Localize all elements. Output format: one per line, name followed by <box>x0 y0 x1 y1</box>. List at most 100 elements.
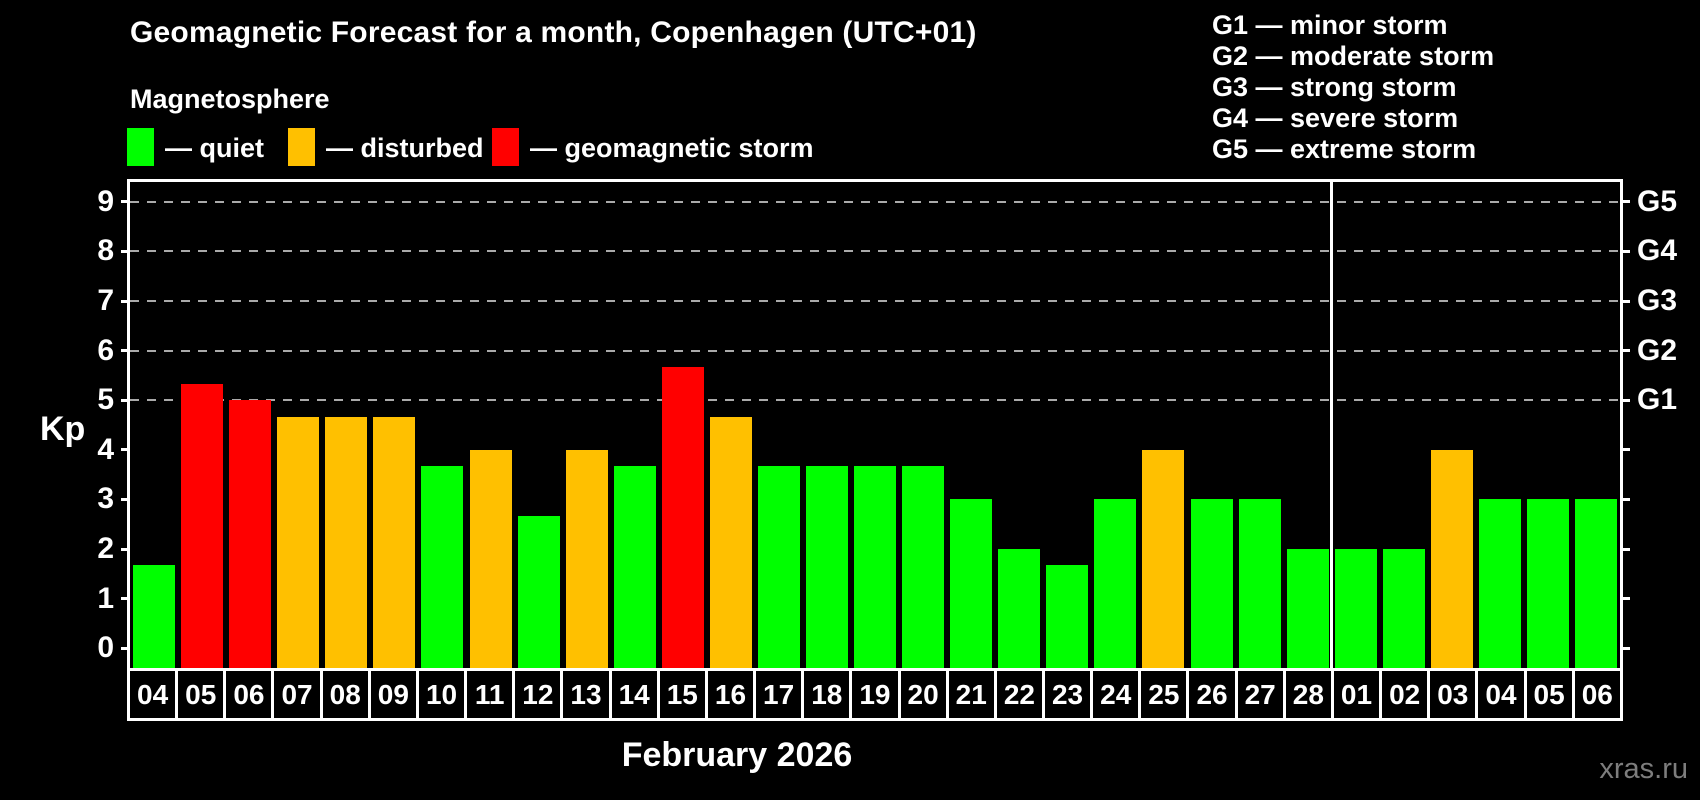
y-tick-label: 3 <box>97 482 114 516</box>
date-cell: 28 <box>1282 671 1331 718</box>
kp-bar <box>277 416 320 668</box>
y-tick-label: 8 <box>97 234 114 268</box>
y-tick-label: 7 <box>97 284 114 317</box>
kp-bar <box>1575 499 1617 668</box>
kp-bar <box>805 466 848 668</box>
kp-bar <box>1430 449 1473 668</box>
kp-bar <box>709 416 752 668</box>
axis-tick-left <box>121 597 130 601</box>
kp-bar <box>1142 449 1185 668</box>
kp-bar <box>1046 565 1089 668</box>
axis-tick-right <box>1620 398 1630 402</box>
kp-bar <box>1526 499 1569 668</box>
watermark: xras.ru <box>1599 753 1688 785</box>
date-cell: 13 <box>560 671 608 718</box>
grid-line <box>130 300 1620 302</box>
axis-tick-right <box>1620 547 1630 551</box>
kp-bar <box>181 383 224 668</box>
kp-bar <box>517 515 560 668</box>
g-legend-line-g2: G2 — moderate storm <box>1212 41 1495 71</box>
axis-tick-left <box>121 448 130 452</box>
kp-bar <box>133 565 175 668</box>
date-cell: 06 <box>1571 671 1620 718</box>
kp-bar <box>1382 549 1425 668</box>
g-scale-legend: G1 — minor storm G2 — moderate storm G3 … <box>1212 10 1494 165</box>
g-legend-line-g5: G5 — extreme storm <box>1212 134 1477 164</box>
kp-bar <box>421 466 464 668</box>
date-cell: 21 <box>945 671 994 718</box>
date-cell: 05 <box>175 671 223 718</box>
chart-subtitle: Magnetosphere <box>130 84 330 114</box>
date-cell: 02 <box>1379 671 1427 718</box>
axis-tick-right <box>1620 448 1630 452</box>
date-axis-strip: 04 05 06 07 08 09 10 11 12 13 14 15 16 17 18 19 20 21 22 23… <box>127 668 1623 721</box>
y-tick-label: 0 <box>97 631 114 665</box>
legend-swatch-quiet <box>127 128 154 166</box>
grid-line <box>130 200 1620 203</box>
y-tick-label: 2 <box>97 532 114 565</box>
kp-bar <box>469 449 512 668</box>
date-cell: 05 <box>1523 671 1572 718</box>
legend-label-disturbed: — disturbed <box>326 133 484 163</box>
kp-bar <box>1190 499 1233 668</box>
g-legend-line-g3: G3 — strong storm <box>1212 72 1457 102</box>
date-cell: 10 <box>415 671 464 718</box>
g-axis-label: G2 <box>1637 333 1678 367</box>
date-cell: 18 <box>801 671 849 718</box>
month-separator-line <box>1330 182 1334 668</box>
axis-tick-left <box>121 547 130 551</box>
legend-label-storm: — geomagnetic storm <box>530 133 814 163</box>
date-cell: 26 <box>1186 671 1234 718</box>
legend-label-quiet: — quiet <box>165 133 264 163</box>
y-tick-label: 6 <box>97 333 114 367</box>
axis-tick-left <box>121 299 130 303</box>
kp-bar <box>613 466 656 668</box>
kp-bar <box>1478 499 1521 668</box>
axis-tick-right <box>1620 249 1630 253</box>
kp-bar <box>325 416 368 668</box>
kp-bar <box>1238 499 1281 668</box>
date-cell: 23 <box>1041 671 1090 718</box>
g-legend-line-g4: G4 — severe storm <box>1212 103 1459 133</box>
plot-frame <box>127 179 1623 668</box>
kp-bar <box>854 466 896 668</box>
axis-tick-left <box>121 646 130 650</box>
y-axis-title: Kp <box>40 410 86 448</box>
axis-tick-left <box>121 249 130 253</box>
axis-tick-left <box>121 200 130 204</box>
kp-bar <box>757 466 800 668</box>
y-tick-label: 4 <box>97 432 114 466</box>
date-cell: 04 <box>1475 671 1523 718</box>
g-axis-label: G5 <box>1637 184 1678 218</box>
kp-bar <box>902 466 945 668</box>
date-cell: 22 <box>993 671 1042 718</box>
date-cell: 06 <box>223 671 271 718</box>
date-cell: 16 <box>704 671 753 718</box>
axis-tick-right <box>1620 299 1630 303</box>
kp-bar <box>565 449 608 668</box>
legend-swatch-storm <box>492 128 519 166</box>
g-axis-label: G3 <box>1637 284 1678 317</box>
g-axis-label: G1 <box>1637 383 1678 417</box>
page-title: Geomagnetic Forecast for a month, Copenh… <box>130 16 977 49</box>
kp-bar <box>1334 549 1377 668</box>
axis-tick-left <box>121 497 130 501</box>
kp-bar <box>373 416 416 668</box>
date-cell: 04 <box>137 679 169 710</box>
g-legend-line-g1: G1 — minor storm <box>1212 10 1448 40</box>
date-cell: 03 <box>1427 671 1475 718</box>
g-axis-label: G4 <box>1637 234 1678 268</box>
kp-bar <box>661 367 704 668</box>
date-cell: 09 <box>367 671 416 718</box>
axis-tick-right <box>1620 597 1630 601</box>
grid-line <box>130 250 1620 253</box>
date-cell: 12 <box>512 671 560 718</box>
kp-bar <box>1094 499 1137 668</box>
date-cell: 11 <box>464 671 512 718</box>
date-cell: 24 <box>1090 671 1138 718</box>
axis-tick-right <box>1620 646 1630 650</box>
axis-tick-right <box>1620 349 1630 353</box>
y-tick-label: 1 <box>97 581 114 615</box>
date-cell: 19 <box>849 671 897 718</box>
